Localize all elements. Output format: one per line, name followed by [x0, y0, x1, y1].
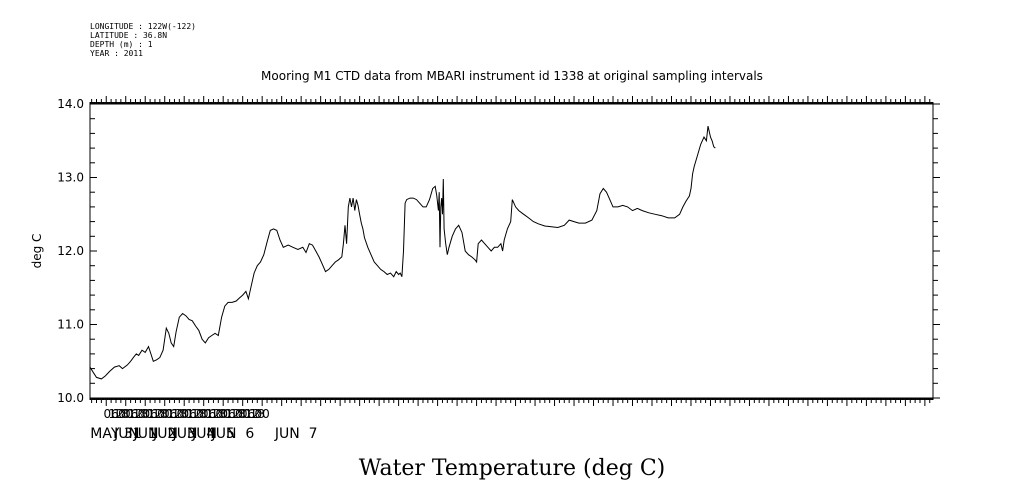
x-tick-label: 12 — [167, 407, 182, 421]
x-tick-label: 18 — [250, 407, 265, 421]
year-label: YEAR : 2011 — [90, 49, 143, 58]
x-tick-label: 18 — [230, 407, 245, 421]
x-tick-label: 06 — [103, 407, 118, 421]
x-tick-label: 00 — [138, 407, 153, 421]
day-label: JUN 7 — [274, 426, 318, 442]
x-axis-label: Water Temperature (deg C) — [359, 456, 666, 481]
x-tick-label: 00 — [255, 407, 270, 421]
plot-frame — [89, 103, 934, 399]
day-label: JUN 2 — [133, 426, 177, 442]
depth-label: DEPTH (m) : 1 — [90, 40, 153, 49]
x-tick-label: 18 — [152, 407, 167, 421]
x-tick-label: 12 — [147, 407, 162, 421]
x-tick-labels: 0612180006121800061218000612180006121800… — [103, 407, 269, 421]
y-axis-label: deg C — [30, 234, 44, 269]
x-tick-label: 18 — [211, 407, 226, 421]
y-tick-label: 14.0 — [57, 97, 84, 111]
x-tick-label: 00 — [235, 407, 250, 421]
x-tick-label: 06 — [142, 407, 157, 421]
day-label: JUN 6 — [211, 426, 255, 442]
y-tick-label: 12.0 — [57, 244, 84, 258]
x-tick-label: 06 — [240, 407, 255, 421]
day-label: MAY 31 — [90, 426, 141, 442]
y-tick-label: 11.0 — [57, 318, 84, 332]
chart-title: Mooring M1 CTD data from MBARI instrumen… — [261, 69, 763, 83]
longitude-label: LONGITUDE : 122W(-122) — [90, 22, 196, 31]
x-tick-label: 18 — [113, 407, 128, 421]
x-tick-label: 06 — [123, 407, 138, 421]
x-tick-label: 12 — [245, 407, 260, 421]
day-label: JUN 5 — [191, 426, 235, 442]
x-tick-label: 18 — [191, 407, 206, 421]
x-tick-label: 06 — [201, 407, 216, 421]
x-tick-label: 12 — [108, 407, 123, 421]
latitude-label: LATITUDE : 36.8N — [90, 31, 168, 40]
x-tick-label: 12 — [186, 407, 201, 421]
x-tick-label: 06 — [220, 407, 235, 421]
water-temperature-series-line — [89, 125, 716, 380]
y-tick-label: 13.0 — [57, 171, 84, 185]
x-tick-label: 00 — [216, 407, 231, 421]
x-tick-label: 06 — [181, 407, 196, 421]
day-label: JUN 1 — [113, 426, 157, 442]
x-tick-label: 12 — [206, 407, 221, 421]
y-tick-label: 10.0 — [57, 391, 84, 405]
x-tick-label: 12 — [128, 407, 143, 421]
day-label: JUN 3 — [152, 426, 196, 442]
x-tick-label: 18 — [172, 407, 187, 421]
axis-ticks — [89, 96, 940, 406]
x-tick-label: 18 — [133, 407, 148, 421]
x-tick-label: 12 — [225, 407, 240, 421]
x-tick-label: 06 — [162, 407, 177, 421]
day-label: JUN 4 — [172, 426, 216, 442]
x-tick-label: 00 — [157, 407, 172, 421]
y-tick-labels: 10.0 11.0 12.0 13.0 14.0 — [57, 97, 84, 405]
x-tick-label: 00 — [118, 407, 133, 421]
x-tick-label: 00 — [177, 407, 192, 421]
x-tick-label: 00 — [196, 407, 211, 421]
